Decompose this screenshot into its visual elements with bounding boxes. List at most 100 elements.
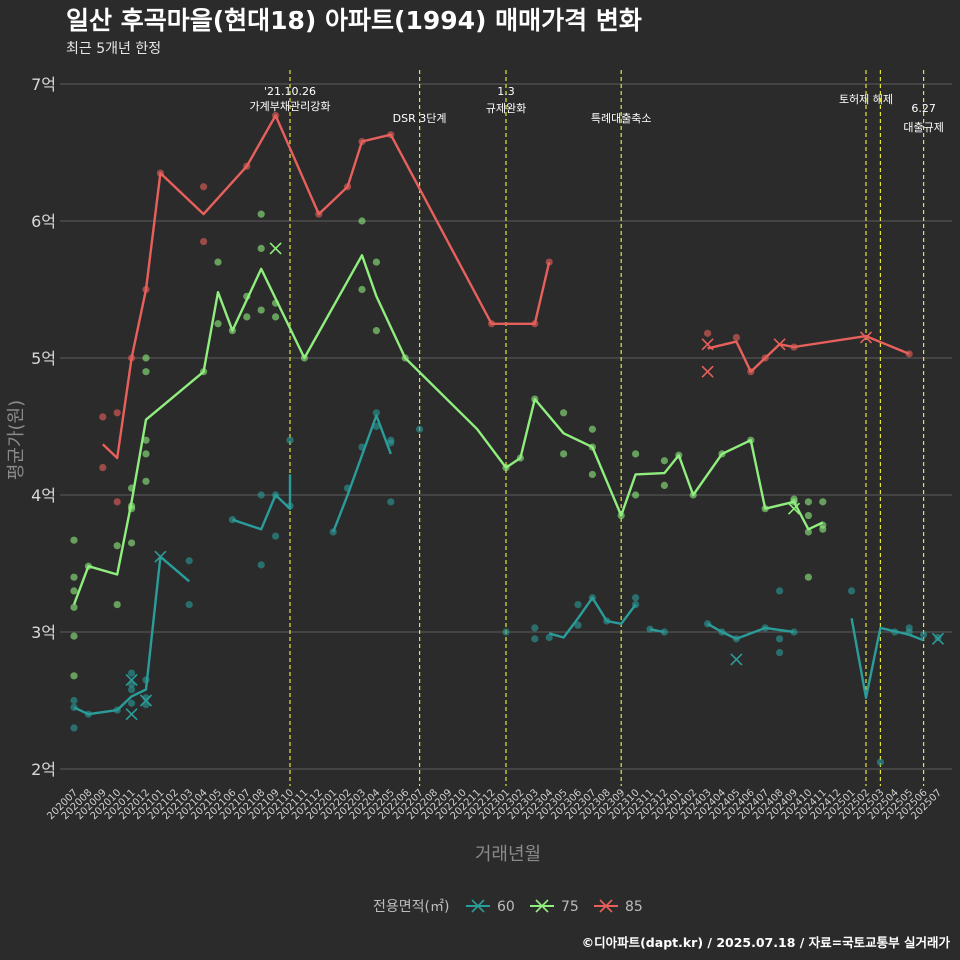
data-point xyxy=(257,491,265,499)
y-tick-label: 7억 xyxy=(31,75,56,94)
data-point xyxy=(502,628,510,636)
series-line xyxy=(232,474,292,531)
cancelled-marker xyxy=(125,673,138,687)
data-point xyxy=(819,498,827,506)
series-75 xyxy=(70,210,827,680)
series-layer xyxy=(70,111,945,766)
data-point xyxy=(200,237,208,246)
series-line xyxy=(707,334,910,373)
data-point xyxy=(214,258,222,266)
chart-title: 일산 후곡마을(현대18) 아파트(1994) 매매가격 변화 xyxy=(66,6,642,35)
data-point xyxy=(574,621,582,629)
legend-label: 75 xyxy=(561,899,579,915)
cancelled-marker xyxy=(701,365,714,378)
cross-stroke xyxy=(701,338,714,351)
cross-stroke xyxy=(787,502,801,515)
series-line xyxy=(548,596,637,639)
y-tick-label: 3억 xyxy=(31,623,56,642)
data-point xyxy=(128,699,136,707)
cross-stroke xyxy=(931,632,945,645)
legend-item-75: 75 xyxy=(530,899,579,915)
data-point xyxy=(876,758,885,766)
data-point xyxy=(70,724,78,732)
x-axis: 2020072020082020092020102020112020122021… xyxy=(45,787,944,822)
x-axis-title: 거래년월 xyxy=(475,844,541,865)
data-point xyxy=(632,594,640,602)
data-point xyxy=(142,436,150,444)
data-point xyxy=(819,525,827,533)
data-point xyxy=(70,536,78,544)
legend-cross xyxy=(535,899,549,913)
data-point xyxy=(560,409,568,417)
data-point xyxy=(113,498,121,506)
cross-stroke xyxy=(773,338,786,351)
event-label: '21.10.26 xyxy=(264,85,316,98)
cancelled-marker xyxy=(125,708,138,721)
data-point xyxy=(257,210,265,218)
data-point xyxy=(128,539,136,547)
cross-stroke xyxy=(730,653,743,666)
data-point xyxy=(588,470,597,479)
y-axis-title: 평균가(원) xyxy=(6,400,27,480)
data-point xyxy=(113,601,121,609)
data-point xyxy=(632,450,640,458)
data-point xyxy=(372,409,380,417)
cancelled-marker xyxy=(730,653,743,666)
data-point xyxy=(257,561,265,569)
cancelled-marker xyxy=(859,331,873,344)
data-point xyxy=(732,333,741,342)
data-point xyxy=(70,632,78,640)
data-point xyxy=(804,498,813,506)
data-point xyxy=(804,511,813,520)
data-point xyxy=(214,320,222,328)
data-point xyxy=(545,633,553,642)
data-point xyxy=(185,557,193,565)
data-point xyxy=(776,587,784,595)
series-line xyxy=(332,414,392,533)
cross-stroke xyxy=(859,331,873,344)
data-point xyxy=(142,477,150,485)
cross-stroke xyxy=(125,708,138,721)
data-point xyxy=(142,368,150,376)
data-point xyxy=(804,573,813,581)
data-point xyxy=(286,436,294,444)
data-point xyxy=(531,635,539,643)
series-line xyxy=(707,622,795,640)
event-label: 대출규제 xyxy=(903,121,943,134)
y-tick-label: 4억 xyxy=(31,486,56,505)
data-point xyxy=(128,669,136,677)
data-point xyxy=(776,648,784,657)
event-label: DSR 3단계 xyxy=(393,112,447,125)
data-point xyxy=(142,450,150,458)
data-point xyxy=(70,672,78,680)
data-point xyxy=(99,464,107,472)
cross-stroke xyxy=(269,242,282,255)
data-point xyxy=(372,327,380,335)
y-tick-label: 6억 xyxy=(31,212,56,231)
event-label: 6.27 xyxy=(911,102,936,115)
cross-stroke xyxy=(139,694,153,707)
data-point xyxy=(70,603,78,611)
data-point xyxy=(387,436,395,444)
data-point xyxy=(660,457,669,465)
data-point xyxy=(545,258,553,266)
data-point xyxy=(560,450,568,458)
legend: 전용면적(㎡) 60 75 85 xyxy=(373,899,643,915)
legend-cross xyxy=(471,899,485,913)
data-point xyxy=(99,413,107,421)
data-point xyxy=(70,587,78,595)
data-point xyxy=(920,631,928,639)
data-point xyxy=(358,217,366,225)
series-line xyxy=(649,628,665,634)
data-point xyxy=(113,409,121,417)
cross-stroke xyxy=(154,550,167,563)
source-caption: ©디아파트(dapt.kr) / 2025.07.18 / 자료=국토교통부 실… xyxy=(582,935,951,950)
event-label: 1.3 xyxy=(497,85,515,98)
data-point xyxy=(257,244,265,252)
chart-subtitle: 최근 5개년 한정 xyxy=(66,41,161,57)
data-point xyxy=(776,635,784,643)
data-point xyxy=(588,425,597,433)
legend-item-60: 60 xyxy=(466,899,515,915)
data-point xyxy=(113,542,121,550)
